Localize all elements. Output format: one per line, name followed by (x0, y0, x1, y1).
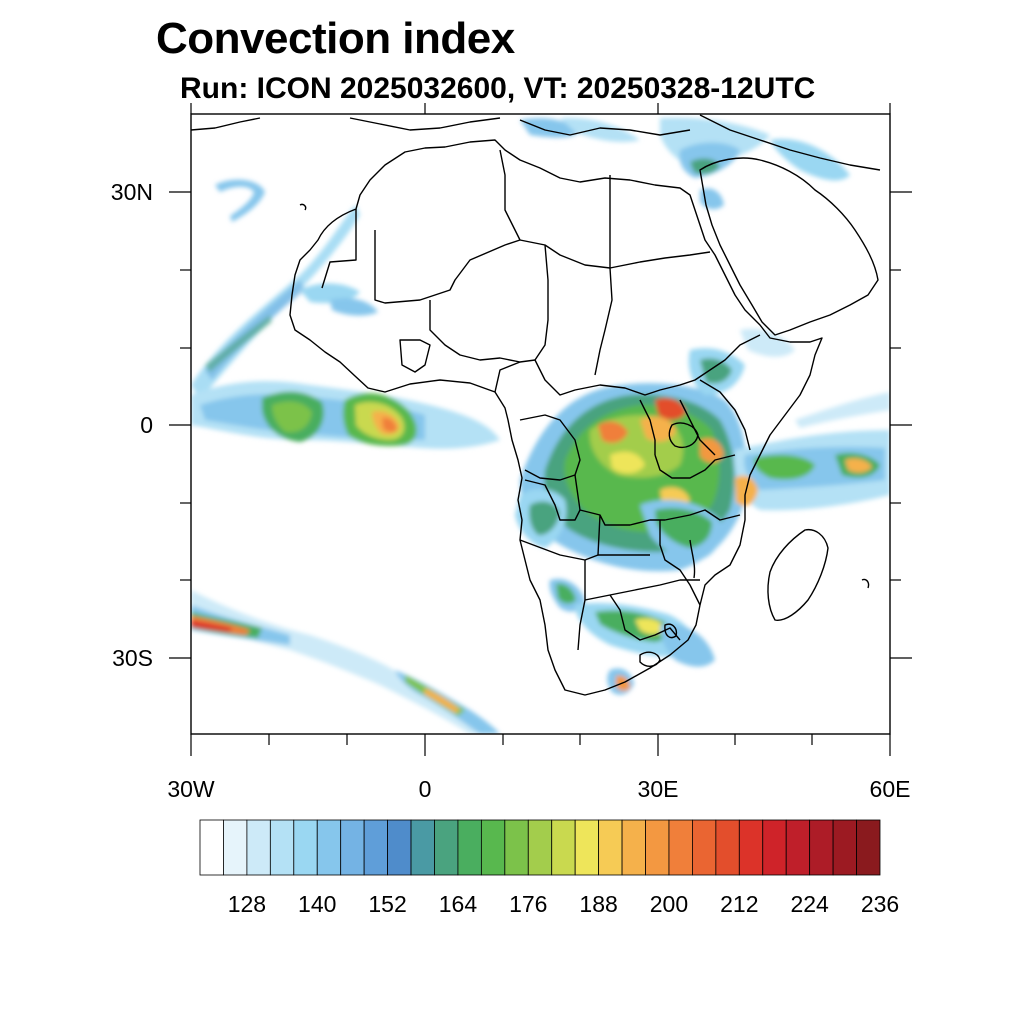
colorbar-swatch (574, 819, 600, 876)
lat-labels: 30N 0 30S (111, 179, 153, 671)
map-frame (190, 113, 891, 735)
colorbar-swatch (645, 819, 670, 876)
colorbar-swatch (269, 819, 295, 876)
lon-label-60e: 60E (870, 776, 911, 802)
colorbar-swatch (832, 819, 857, 876)
axis-ticks (169, 103, 912, 756)
colorbar-tick-label: 128 (228, 891, 266, 917)
colorbar-tick-label: 200 (650, 891, 688, 917)
colorbar-swatch (551, 819, 576, 876)
lon-label-0: 0 (419, 776, 432, 802)
lon-label-30e: 30E (638, 776, 679, 802)
colorbar-swatch (246, 819, 271, 876)
colorbar-swatch (785, 819, 811, 876)
colorbar-swatch (668, 819, 693, 876)
colorbar-tick-label: 164 (439, 891, 478, 917)
colorbar-tick-label: 140 (298, 891, 336, 917)
colorbar-swatch (715, 819, 740, 876)
convection-shading (191, 117, 890, 734)
colorbar-tick-label: 152 (368, 891, 406, 917)
lon-labels: 30W 0 30E 60E (167, 776, 910, 802)
lat-label-30n: 30N (111, 179, 153, 205)
colorbar-swatch (856, 819, 881, 876)
colorbar-swatch (598, 819, 623, 876)
colorbar-swatch (809, 819, 834, 876)
lat-label-0: 0 (140, 412, 153, 438)
colorbar-swatch (340, 819, 365, 876)
colorbar-tick-labels: 128 140 152 164 176 188 200 212 224 236 (228, 891, 899, 917)
colorbar-swatch (480, 819, 506, 876)
colorbar-swatch (434, 819, 459, 876)
colorbar-tick-label: 188 (579, 891, 617, 917)
colorbar-swatch (738, 819, 764, 876)
colorbar-swatch (410, 819, 435, 876)
colorbar-swatch (504, 819, 529, 876)
colorbar-swatch (457, 819, 482, 876)
colorbar-tick-label: 212 (720, 891, 758, 917)
colorbar-swatch (621, 819, 646, 876)
colorbar-tick-label: 176 (509, 891, 547, 917)
lon-label-30w: 30W (167, 776, 215, 802)
colorbar-swatch (692, 819, 717, 876)
colorbar-tick-label: 224 (790, 891, 829, 917)
convection-field (191, 117, 890, 734)
colorbar-swatch (293, 819, 318, 876)
map-title: Convection index (156, 14, 515, 63)
colorbar-swatch (199, 819, 224, 876)
colorbar-swatch (316, 819, 342, 876)
colorbar-tick-label: 236 (861, 891, 899, 917)
colorbar-swatch (387, 819, 412, 876)
map-subtitle: Run: ICON 2025032600, VT: 20250328-12UTC (180, 72, 816, 105)
country-borders (191, 114, 881, 696)
colorbar-swatch (363, 819, 388, 876)
colorbar-swatch (527, 819, 553, 876)
lat-label-30s: 30S (112, 645, 153, 671)
colorbar (199, 819, 881, 876)
colorbar-swatch (762, 819, 787, 876)
colorbar-swatch (223, 819, 248, 876)
